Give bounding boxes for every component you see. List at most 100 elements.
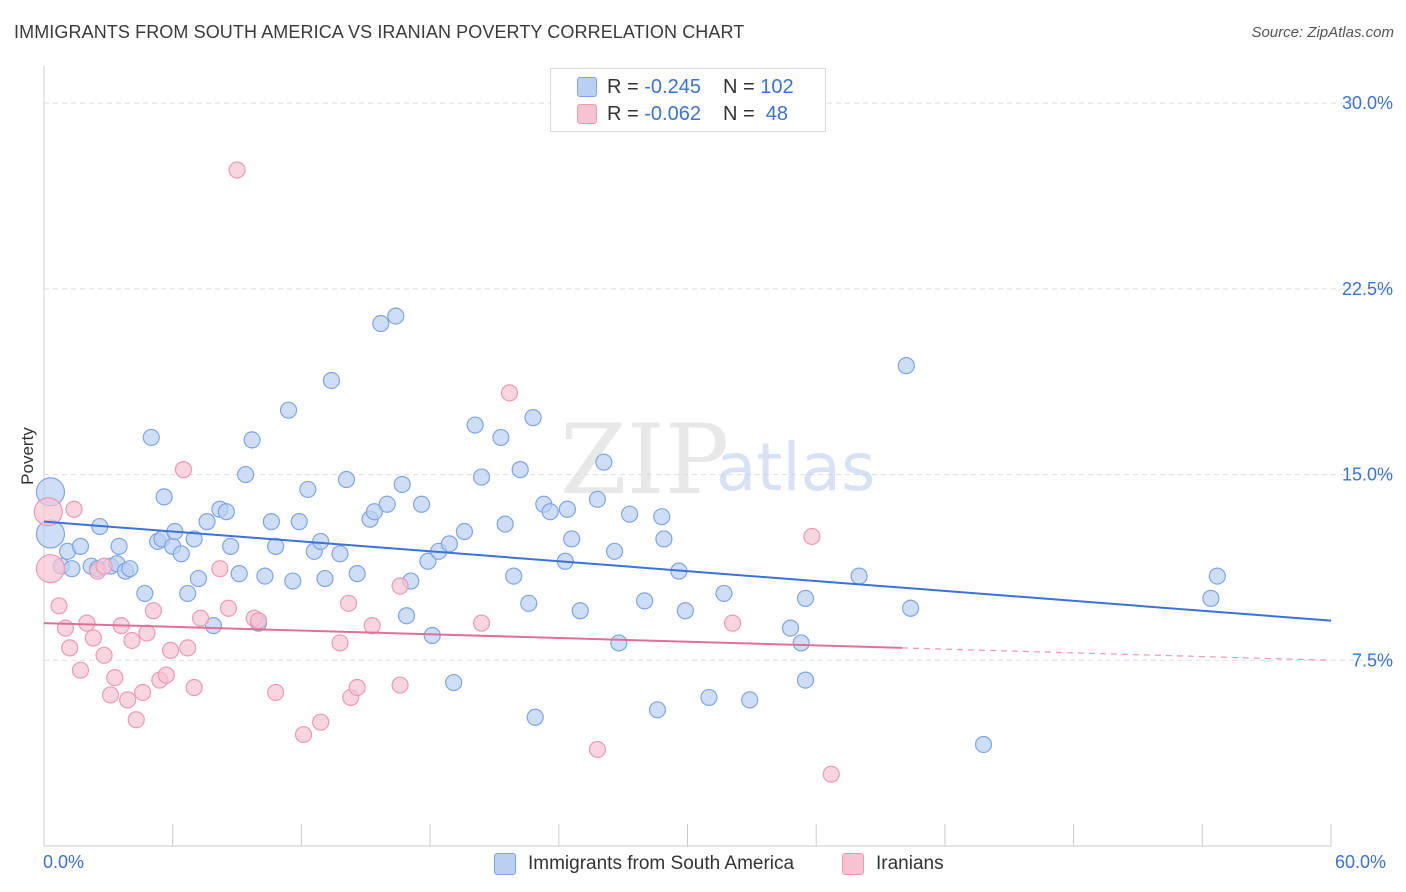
- iranians-point: [803, 527, 821, 546]
- south-america-point: [142, 428, 160, 447]
- south-america-point: [700, 688, 718, 707]
- iranians-point: [50, 597, 68, 615]
- south-america-point: [648, 701, 667, 719]
- south-america-point: [155, 488, 173, 506]
- south-america-point: [387, 307, 405, 325]
- south-america-point: [1208, 567, 1226, 585]
- iranians-point: [267, 683, 285, 702]
- bottom-legend-swatch-pink: [842, 853, 864, 875]
- south-america-point: [440, 535, 459, 553]
- south-america-point: [290, 513, 308, 531]
- south-america-point: [256, 567, 274, 585]
- legend-row-south-america: R = -0.245 N = 102: [577, 75, 794, 99]
- bottom-legend-swatch-blue: [494, 853, 516, 875]
- south-america-point: [620, 505, 639, 523]
- south-america-point: [455, 522, 474, 541]
- south-america-point: [445, 673, 463, 692]
- south-america-point: [781, 619, 800, 637]
- legend-r-label: R =: [607, 102, 639, 125]
- iranians-point: [472, 614, 491, 632]
- south-america-point: [676, 602, 694, 620]
- south-america-point: [230, 565, 248, 583]
- south-america-point: [185, 530, 203, 548]
- legend-swatch-pink: [577, 104, 597, 124]
- south-america-point: [466, 416, 484, 434]
- legend-row-iranians: R = -0.062 N = 48: [577, 102, 788, 126]
- iranians-point: [391, 577, 409, 595]
- trend-line-iranians: [43, 622, 903, 649]
- south-america-point: [267, 537, 285, 555]
- iranians-point: [84, 629, 102, 647]
- south-america-point: [520, 594, 538, 612]
- south-america-point: [419, 552, 437, 570]
- south-america-point: [372, 314, 390, 333]
- legend-r-label: R =: [607, 75, 639, 98]
- south-america-point: [505, 567, 523, 585]
- y-tick-labels: 7.5% 15.0% 22.5% 30.0%: [1342, 93, 1393, 670]
- iranians-point: [33, 497, 63, 527]
- south-america-point: [136, 584, 154, 603]
- iranians-point: [161, 641, 180, 659]
- iranians-point: [127, 711, 145, 729]
- source-credit: Source: ZipAtlas.com: [1251, 24, 1394, 41]
- legend-n-value: 48: [760, 102, 789, 125]
- south-america-point: [110, 537, 128, 555]
- iranians-point: [106, 669, 124, 687]
- watermark-zip: ZIP: [560, 404, 729, 516]
- iranians-point: [174, 461, 193, 479]
- trend-line-iranians-extrapolated: [901, 647, 1332, 661]
- iranians-point: [723, 614, 742, 632]
- south-america-point: [316, 569, 334, 588]
- south-america-point: [635, 592, 654, 610]
- iranians-point: [822, 765, 840, 783]
- south-america-point: [541, 503, 559, 521]
- iranians-point: [95, 557, 113, 575]
- south-america-point: [397, 607, 416, 625]
- iranians-point: [123, 631, 141, 650]
- south-america-point: [558, 500, 576, 518]
- south-america-point: [588, 490, 607, 508]
- stats-legend: R = -0.245 N = 102 R = -0.062 N = 48: [550, 68, 826, 132]
- iranians-point: [339, 594, 358, 612]
- south-america-point: [901, 599, 920, 617]
- south-america-point: [653, 508, 671, 526]
- legend-n-label: N =: [722, 102, 755, 125]
- chart-title: IMMIGRANTS FROM SOUTH AMERICA VS IRANIAN…: [14, 22, 745, 42]
- south-america-point: [595, 453, 613, 471]
- south-america-point: [243, 431, 261, 449]
- south-america-point: [71, 537, 90, 555]
- south-america-point: [715, 584, 733, 603]
- iranians-point: [179, 639, 197, 657]
- south-america-point: [337, 470, 356, 489]
- iranians-point: [71, 661, 90, 679]
- south-america-point: [284, 572, 302, 590]
- legend-n-value: 102: [760, 75, 794, 98]
- iranians-point: [119, 691, 137, 709]
- iranians-point: [363, 617, 381, 635]
- iranians-point: [228, 161, 246, 179]
- iranians-point: [95, 646, 113, 664]
- legend-r-value: -0.245: [644, 75, 701, 98]
- series-south-america-points: [35, 307, 1226, 754]
- south-america-point: [796, 671, 815, 689]
- iranians-point: [294, 725, 313, 744]
- iranians-point: [61, 639, 79, 657]
- south-america-point: [378, 495, 396, 513]
- south-america-point: [172, 545, 190, 563]
- iranians-point: [134, 683, 152, 702]
- iranians-point: [348, 678, 366, 697]
- legend-r-value: -0.062: [644, 102, 701, 125]
- south-america-point: [222, 537, 240, 555]
- iranians-point: [35, 554, 66, 584]
- y-tick-label: 7.5%: [1352, 650, 1393, 670]
- south-america-point: [189, 569, 208, 588]
- south-america-point: [262, 513, 280, 531]
- iranians-point: [65, 500, 83, 518]
- south-america-point: [63, 560, 81, 578]
- south-america-point: [237, 465, 255, 484]
- south-america-point: [605, 542, 624, 560]
- iranians-point: [78, 614, 96, 632]
- south-america-point: [796, 589, 815, 607]
- trend-line-south-america: [43, 520, 1332, 622]
